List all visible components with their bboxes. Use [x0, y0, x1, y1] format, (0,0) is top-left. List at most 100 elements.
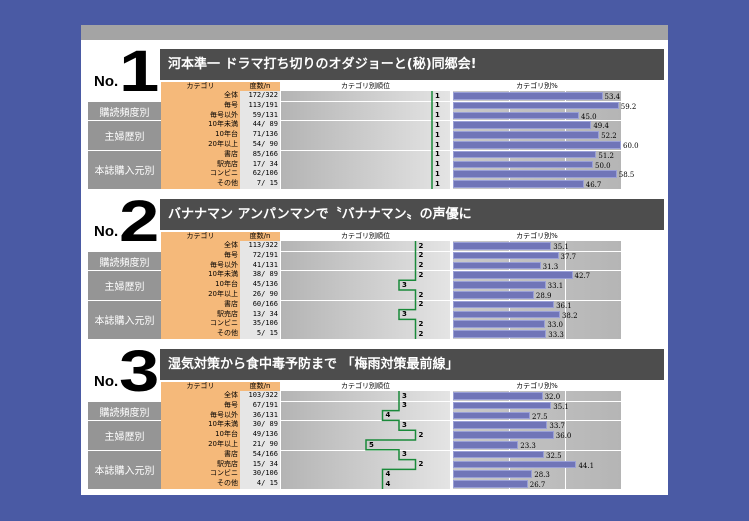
row-count: 60/166: [240, 299, 280, 310]
rank-value: 2: [418, 300, 424, 309]
gridline: [565, 91, 566, 189]
percent-bar: [453, 441, 519, 449]
rank-value: 1: [435, 150, 440, 159]
row-label: 毎号以外: [210, 260, 238, 269]
percent-bar: [453, 291, 534, 299]
percent-value: 51.2: [598, 151, 614, 160]
percent-value: 49.4: [593, 122, 609, 131]
row-count: 71/136: [240, 130, 280, 140]
row-count: 38/ 89: [240, 270, 280, 281]
percent-bar: [453, 411, 530, 420]
percent-value: 52.2: [601, 132, 617, 141]
rank-value: 3: [402, 401, 407, 410]
row-label: 20年以上: [208, 440, 238, 448]
rank-value: 5: [369, 440, 374, 449]
gridline: [565, 241, 566, 339]
rank-value: 1: [435, 140, 440, 149]
rank-step-line: [365, 391, 417, 489]
row-label: 駅売店: [217, 459, 238, 468]
row-count: 41/131: [240, 260, 280, 271]
rank-value: 4: [385, 469, 391, 478]
group-separator: [88, 250, 628, 252]
percent-bar: [453, 281, 546, 289]
percent-value: 38.2: [561, 311, 578, 320]
article-title: 河本準一 ドラマ打ち切りのオダジョーと(秘)同郷会!: [160, 49, 664, 80]
percent-bar: [453, 121, 592, 129]
header-category: カテゴリ: [161, 382, 240, 391]
percent-value: 36.1: [556, 301, 572, 310]
group-separator: [88, 149, 628, 151]
row-count: 4/ 15: [240, 479, 280, 489]
rank-number: 1: [119, 39, 160, 104]
row-count: 113/191: [240, 100, 280, 111]
percent-bar: [453, 431, 554, 439]
header-rank: カテゴリ別順位: [341, 382, 390, 390]
gridline: [565, 391, 566, 489]
gridline: [509, 91, 510, 189]
row-count: 15/ 34: [240, 459, 280, 470]
rank-no-label: No.: [94, 73, 119, 90]
header-count: 度数/n: [240, 232, 280, 241]
percent-value: 46.7: [585, 181, 602, 190]
rank-value: 1: [435, 169, 440, 178]
row-count: 21/ 90: [240, 440, 280, 450]
rank-value: 2: [418, 329, 424, 338]
percent-bar: [453, 111, 579, 120]
row-count: 17/ 34: [240, 159, 280, 170]
header-rank: カテゴリ別順位: [341, 232, 390, 240]
percent-value: 32.0: [544, 393, 561, 401]
row-label: その他: [217, 479, 238, 488]
header-category: カテゴリ: [161, 232, 240, 241]
row-label: コンビニ: [210, 169, 238, 178]
row-label: 毎号以外: [210, 110, 238, 119]
rank-value: 2: [418, 430, 424, 439]
row-label: 10年未満: [208, 270, 238, 279]
percent-value: 36.0: [555, 432, 572, 441]
percent-bar: [453, 310, 560, 319]
row-count: 54/166: [240, 449, 280, 460]
percent-value: 35.1: [553, 243, 569, 251]
percent-value: 31.3: [542, 262, 559, 271]
percent-bar: [453, 160, 593, 169]
row-count: 54/ 90: [240, 140, 280, 150]
percent-bar: [453, 480, 528, 488]
percent-bar: [453, 170, 617, 178]
header-percent: カテゴリ別%: [516, 232, 558, 240]
header-rank: カテゴリ別順位: [341, 82, 390, 90]
percent-value: 37.7: [560, 252, 577, 261]
article-title: 湿気対策から食中毒予防まで 「梅雨対策最前線」: [160, 349, 664, 380]
row-label: 10年未満: [208, 120, 238, 129]
percent-bar: [453, 261, 541, 270]
percent-bar: [453, 470, 533, 478]
percent-value: 50.0: [595, 161, 611, 170]
row-count: 30/ 89: [240, 420, 280, 431]
percent-bar: [453, 450, 544, 459]
row-label: コンビニ: [210, 469, 238, 478]
row-label: 毎号: [224, 400, 238, 409]
panel-top-bar: [81, 25, 668, 40]
group-label: 本誌購入元別: [88, 299, 161, 339]
row-count: 13/ 34: [240, 309, 280, 320]
rank-value: 3: [402, 391, 407, 400]
percent-value: 45.0: [581, 112, 597, 121]
category-column: [161, 391, 240, 489]
header-percent: カテゴリ別%: [516, 82, 558, 90]
percent-value: 42.7: [574, 272, 591, 281]
row-label: 書店: [224, 149, 238, 158]
rank-no-label: No.: [94, 223, 119, 240]
percent-bar: [453, 330, 547, 338]
percent-bar: [453, 101, 619, 110]
percent-bar: [453, 300, 555, 309]
header-category: カテゴリ: [161, 82, 240, 91]
row-label: 書店: [224, 449, 238, 458]
row-label: その他: [217, 179, 238, 188]
group-separator: [88, 270, 628, 272]
row-count: 85/166: [240, 149, 280, 160]
rank-value: 4: [385, 411, 391, 420]
category-column: [161, 91, 240, 189]
rank-no-label: No.: [94, 373, 119, 390]
rank-value: 2: [418, 261, 424, 270]
gridline: [509, 241, 510, 339]
row-count: 72/191: [240, 250, 280, 261]
percent-bar: [453, 271, 573, 279]
